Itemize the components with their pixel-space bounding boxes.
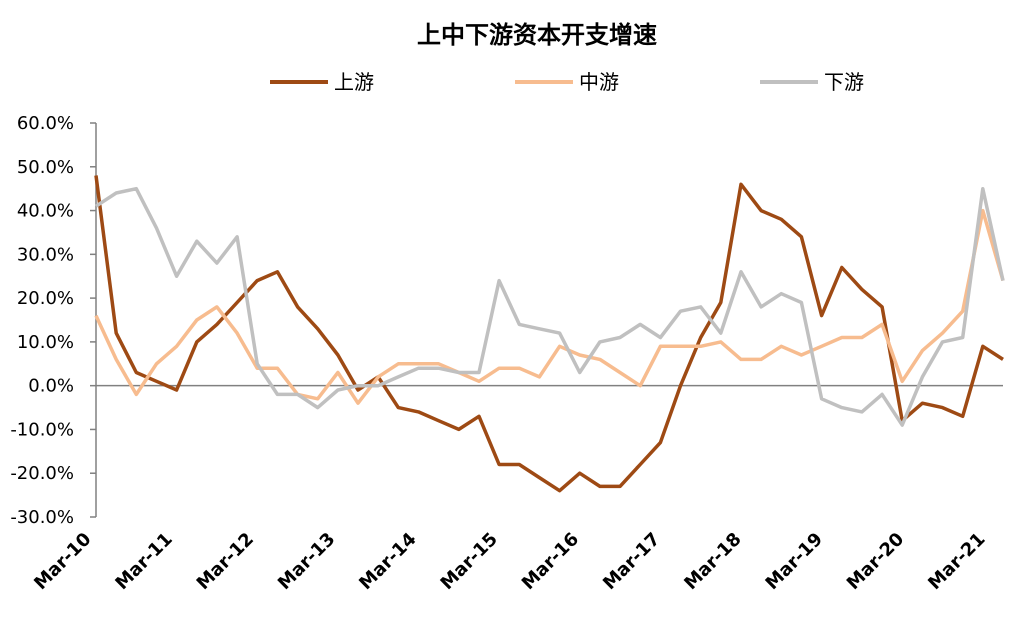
x-tick-label: Mar-10 [30, 529, 95, 594]
series-lines [94, 175, 1005, 493]
y-tick-label: 0.0% [28, 376, 74, 397]
x-tick-label: Mar-13 [274, 529, 339, 594]
x-tick-label: Mar-19 [762, 529, 827, 594]
x-tick-label: Mar-20 [843, 529, 908, 594]
legend: 上游 中游 下游 [270, 70, 864, 94]
x-tick-label: Mar-18 [680, 529, 745, 594]
legend-label: 下游 [824, 70, 864, 94]
y-tick-label: 10.0% [17, 332, 74, 353]
x-tick-label: Mar-11 [111, 529, 176, 594]
y-tick-label: 30.0% [17, 244, 74, 265]
x-tick-label: Mar-12 [193, 529, 258, 594]
x-tick-label: Mar-17 [599, 529, 664, 594]
axes: 60.0% 50.0% 40.0% 30.0% 20.0% 10.0% 0.0% -10.0%… [10, 113, 1003, 594]
series-line [94, 208, 1005, 405]
chart-title: 上中下游资本开支增速 [417, 21, 657, 49]
y-tick-label: 20.0% [17, 288, 74, 309]
series-line [95, 186, 1005, 427]
legend-label: 中游 [579, 70, 619, 94]
y-tick-label: 40.0% [17, 201, 74, 222]
x-tick-label: Mar-16 [518, 529, 583, 594]
y-tick-label: -30.0% [10, 507, 74, 528]
x-tick-label: Mar-14 [355, 529, 420, 594]
y-tick-label: -10.0% [10, 419, 74, 440]
x-tick-label: Mar-21 [924, 529, 989, 594]
x-tick-label: Mar-15 [437, 529, 502, 594]
y-tick-label: 50.0% [17, 157, 74, 178]
y-tick-label: -20.0% [10, 463, 74, 484]
y-tick-label: 60.0% [17, 113, 74, 134]
legend-label: 上游 [334, 70, 374, 94]
